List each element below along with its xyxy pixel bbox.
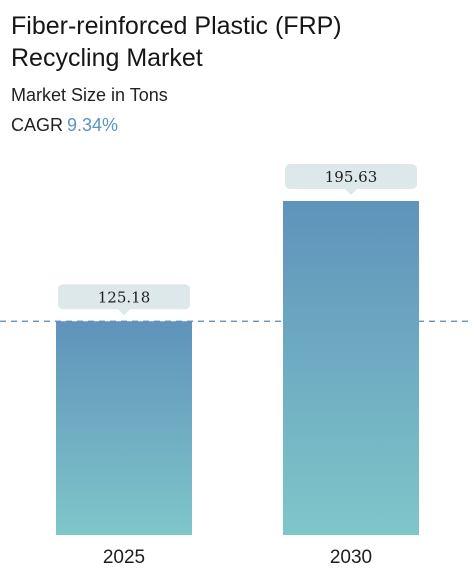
cagr-line: CAGR 9.34% xyxy=(11,114,118,136)
value-label-pointer-2025 xyxy=(118,309,130,316)
chart-title: Fiber-reinforced Plastic (FRP) Recycling… xyxy=(11,12,342,72)
cagr-label: CAGR xyxy=(11,115,64,135)
x-tick-label-2030: 2030 xyxy=(330,547,372,568)
value-label-pointer-2030 xyxy=(345,189,357,195)
bar-2025 xyxy=(56,321,192,535)
value-label-box-2030 xyxy=(285,164,417,189)
value-label-2030: 195.63 xyxy=(325,168,378,186)
value-label-2025: 125.18 xyxy=(98,288,151,306)
cagr-value: 9.34% xyxy=(67,115,119,135)
value-label-box-2025 xyxy=(58,284,190,310)
bar-2030 xyxy=(283,201,419,535)
x-tick-label-2025: 2025 xyxy=(103,547,145,568)
chart-subtitle: Market Size in Tons xyxy=(11,85,168,105)
